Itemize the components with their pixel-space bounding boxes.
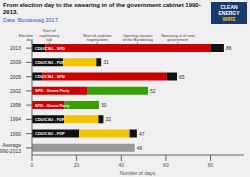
svg-text:46: 46	[137, 145, 143, 151]
svg-text:86: 86	[226, 45, 232, 51]
svg-text:Start of coalitionnegotiations: Start of coalitionnegotiations	[83, 33, 112, 42]
svg-text:Number of days.: Number of days.	[120, 170, 157, 176]
svg-text:Swearing in of newgovernment: Swearing in of newgovernment	[161, 33, 195, 42]
svg-text:Average1990-2013: Average1990-2013	[8, 142, 21, 154]
svg-text:CDU/CSU - FDP: CDU/CSU - FDP	[35, 60, 65, 65]
svg-text:1998: 1998	[10, 102, 21, 108]
svg-text:CDU/CSU - SPD: CDU/CSU - SPD	[35, 46, 65, 51]
svg-text:1994: 1994	[10, 116, 21, 122]
svg-text:CDU/CSU - FDP: CDU/CSU - FDP	[35, 131, 65, 136]
svg-text:Opening sessionof the Bundesta: Opening sessionof the Bundestag	[122, 33, 152, 42]
html-text:From election day to the swear: From election day to the swearing in of …	[3, 2, 201, 15]
svg-text:40: 40	[118, 162, 124, 168]
svg-text:SPD - Green Party: SPD - Green Party	[35, 103, 70, 108]
html-text:WIRE: WIRE	[222, 16, 236, 22]
svg-text:80: 80	[208, 162, 214, 168]
svg-text:30: 30	[101, 102, 107, 108]
svg-text:20: 20	[74, 162, 80, 168]
svg-text:CDU/CSU - SPD: CDU/CSU - SPD	[35, 74, 65, 79]
svg-text:2005: 2005	[10, 74, 21, 80]
svg-text:2013: 2013	[10, 45, 21, 51]
svg-text:0: 0	[31, 162, 34, 168]
svg-text:CDU/CSU - FDP: CDU/CSU - FDP	[35, 117, 65, 122]
svg-text:Start ofexploratorytalk: Start ofexploratorytalk	[39, 28, 59, 42]
svg-text:1990: 1990	[10, 131, 21, 137]
html-text:ENERGY: ENERGY	[218, 10, 240, 16]
svg-text:Electionday: Electionday	[19, 33, 33, 42]
svg-text:60: 60	[163, 162, 169, 168]
svg-text:52: 52	[150, 88, 156, 94]
svg-text:SPD - Green Party: SPD - Green Party	[35, 88, 70, 93]
svg-text:32: 32	[105, 116, 111, 122]
html-text:Data: Bundestag 2017.: Data: Bundestag 2017.	[3, 17, 60, 23]
svg-text:2002: 2002	[10, 88, 21, 94]
html-text:CLEAN: CLEAN	[220, 4, 238, 10]
svg-text:31: 31	[103, 59, 109, 65]
svg-text:47: 47	[139, 131, 145, 137]
svg-text:2009: 2009	[10, 59, 21, 65]
svg-text:65: 65	[179, 74, 185, 80]
